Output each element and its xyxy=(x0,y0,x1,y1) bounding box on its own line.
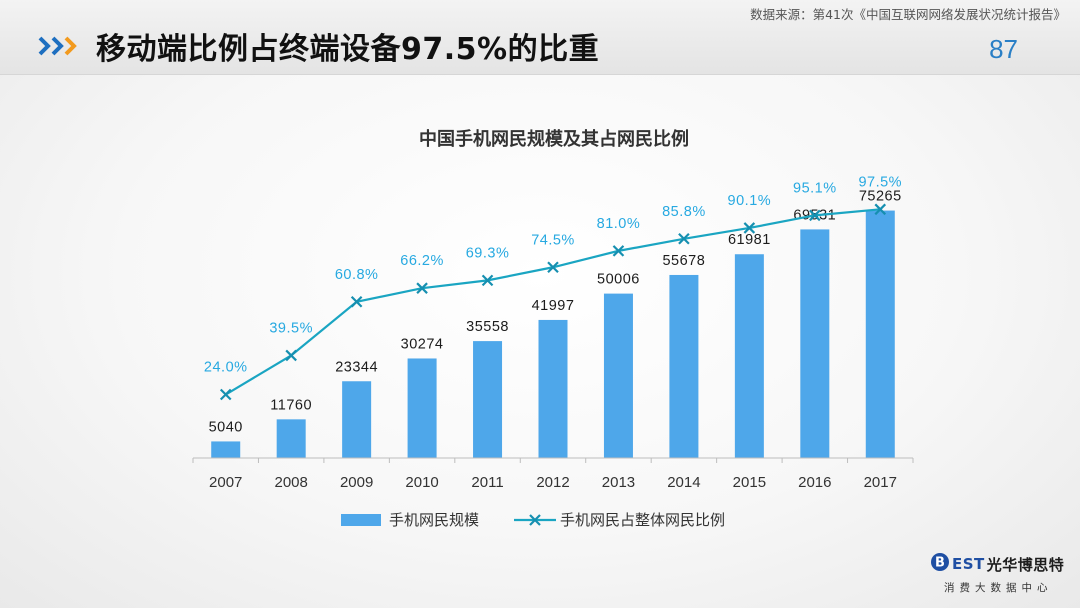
line-point-2008 xyxy=(285,349,297,362)
bar-2011 xyxy=(473,341,503,458)
line-value-label: 97.5% xyxy=(858,174,902,190)
legend-bar-label: 手机网民规模 xyxy=(389,511,479,529)
x-tick-label: 2016 xyxy=(798,474,831,491)
bar-2014 xyxy=(669,274,699,458)
bar-value-label: 41997 xyxy=(532,298,575,314)
bar-value-label: 30274 xyxy=(401,336,444,352)
x-tick-label: 2008 xyxy=(274,474,307,491)
bar-value-label: 35558 xyxy=(466,319,509,335)
logo-badge-icon: B xyxy=(930,552,950,576)
bar-value-label: 23344 xyxy=(335,359,378,375)
x-tick-label: 2013 xyxy=(602,474,635,491)
line-value-label: 81.0% xyxy=(597,216,641,232)
header-band xyxy=(0,0,1080,75)
x-tick-label: 2009 xyxy=(340,474,373,491)
legend-line-marker xyxy=(529,514,541,526)
chart-title: 中国手机网民规模及其占网民比例 xyxy=(419,128,689,150)
line-point-2012 xyxy=(547,261,559,274)
chart-svg: 中国手机网民规模及其占网民比例 2007 2008 2009 2010 2011 2012 2… xyxy=(192,128,914,529)
line-value-label: 74.5% xyxy=(531,232,575,248)
bar-value-label: 5040 xyxy=(209,419,243,435)
line-value-label: 95.1% xyxy=(793,180,837,196)
bar-2007 xyxy=(211,441,241,458)
bar-2016 xyxy=(800,229,830,458)
line-value-label: 39.5% xyxy=(269,320,313,336)
bar-value-label: 11760 xyxy=(270,397,312,413)
page-title: 移动端比例占终端设备97.5%的比重 xyxy=(96,32,600,67)
line-point-2010 xyxy=(416,282,428,294)
bar-2010 xyxy=(407,358,437,458)
svg-text:B: B xyxy=(935,556,945,571)
line-value-label: 90.1% xyxy=(728,193,772,209)
line-point-2013 xyxy=(612,245,625,257)
bar-2013 xyxy=(603,293,633,458)
x-tick-label: 2017 xyxy=(864,474,897,491)
line-value-label: 69.3% xyxy=(466,245,510,261)
line-point-2009 xyxy=(350,296,363,308)
x-tick-label: 2012 xyxy=(536,474,569,491)
legend-line-label: 手机网民占整体网民比例 xyxy=(560,511,725,529)
line-point-2017 xyxy=(874,203,887,216)
chart: 中国手机网民规模及其占网民比例 2007 2008 2009 2010 2011 2012 2… xyxy=(0,110,1080,550)
bar-2008 xyxy=(276,419,306,458)
bar-2017 xyxy=(865,210,895,458)
line-point-2011 xyxy=(481,274,494,287)
x-tick-label: 2014 xyxy=(667,474,700,491)
bar-value-label: 50006 xyxy=(597,272,640,288)
line-value-label: 60.8% xyxy=(335,267,379,283)
page-number: 87 xyxy=(989,34,1018,64)
x-tick-label: 2010 xyxy=(405,474,438,491)
chevrons-icon xyxy=(38,35,86,61)
line-point-2016 xyxy=(809,209,821,222)
bar-value-label: 61981 xyxy=(728,232,771,248)
logo-word: EST xyxy=(952,555,985,573)
bar-value-label: 55678 xyxy=(662,253,705,269)
brand-logo: B EST 光华博思特 消费大数据中心 xyxy=(930,552,1064,595)
bar-value-label: 75265 xyxy=(859,189,902,205)
line-value-label: 24.0% xyxy=(204,360,248,376)
x-tick-label: 2015 xyxy=(733,474,766,491)
line-value-label: 66.2% xyxy=(400,253,444,269)
bar-2012 xyxy=(538,319,568,458)
line-point-2007 xyxy=(219,388,232,401)
x-tick-label: 2011 xyxy=(471,474,503,491)
line-value-label: 85.8% xyxy=(662,204,706,220)
data-source: 数据来源：第41次《中国互联网网络发展状况统计报告》 xyxy=(750,7,1066,22)
bar-2015 xyxy=(734,254,764,458)
x-tick-label: 2007 xyxy=(209,474,242,491)
line-point-2015 xyxy=(743,222,756,234)
line-point-2014 xyxy=(678,233,690,245)
logo-name: 光华博思特 xyxy=(986,555,1065,574)
logo-subtitle: 消费大数据中心 xyxy=(944,582,1053,594)
legend-bar-swatch xyxy=(341,514,381,526)
bar-2009 xyxy=(342,381,372,458)
